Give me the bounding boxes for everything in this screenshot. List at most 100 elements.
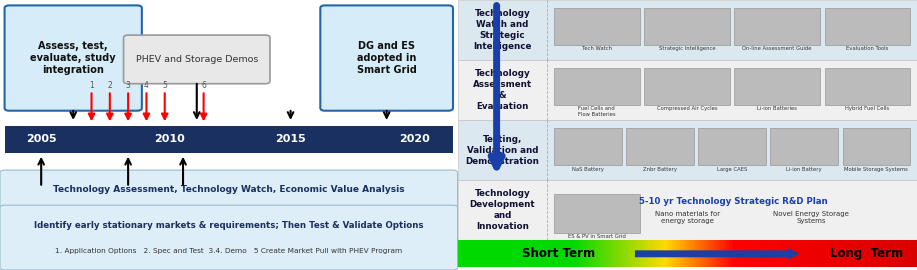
Bar <box>592 240 594 267</box>
Bar <box>748 240 750 267</box>
Bar <box>537 240 539 267</box>
Bar <box>503 240 505 267</box>
Bar <box>775 240 777 267</box>
Bar <box>698 240 700 267</box>
Bar <box>572 240 574 267</box>
Bar <box>799 240 801 267</box>
Bar <box>768 240 770 267</box>
Bar <box>599 240 601 267</box>
Bar <box>544 240 546 267</box>
Bar <box>479 240 481 267</box>
Bar <box>505 240 507 267</box>
Bar <box>741 240 743 267</box>
FancyBboxPatch shape <box>124 35 270 84</box>
Bar <box>855 240 856 267</box>
Bar <box>736 240 738 267</box>
Text: Technology Assessment, Technology Watch, Economic Value Analysis: Technology Assessment, Technology Watch,… <box>53 184 404 194</box>
Bar <box>467 240 469 267</box>
Bar <box>563 240 565 267</box>
Text: Technology
Watch and
Strategic
Intelligence: Technology Watch and Strategic Intellige… <box>473 9 532 51</box>
Bar <box>856 240 857 267</box>
Bar <box>729 240 731 267</box>
Bar <box>910 240 911 267</box>
Bar <box>647 240 649 267</box>
Bar <box>553 240 555 267</box>
Bar <box>474 240 477 267</box>
Bar <box>753 240 755 267</box>
Bar <box>574 240 576 267</box>
Bar <box>497 240 500 267</box>
Bar <box>787 240 789 267</box>
Text: On-line Assessment Guide: On-line Assessment Guide <box>743 46 812 51</box>
Bar <box>583 240 585 267</box>
Bar <box>766 240 768 267</box>
Text: DG and ES
adopted in
Smart Grid: DG and ES adopted in Smart Grid <box>357 42 416 75</box>
Bar <box>603 240 605 267</box>
Bar <box>908 240 910 267</box>
Bar <box>548 240 550 267</box>
Bar <box>865 240 867 267</box>
Text: 5-10 yr Technology Strategic R&D Plan: 5-10 yr Technology Strategic R&D Plan <box>639 197 827 206</box>
Bar <box>905 240 907 267</box>
Bar <box>891 240 893 267</box>
Bar <box>830 240 832 267</box>
FancyBboxPatch shape <box>0 205 458 270</box>
Bar <box>739 240 741 267</box>
Bar <box>743 240 745 267</box>
Text: Testing,
Validation and
Demonstration: Testing, Validation and Demonstration <box>466 134 539 166</box>
Bar <box>515 240 518 267</box>
Bar <box>868 240 870 267</box>
Bar <box>524 240 525 267</box>
Bar <box>878 240 880 267</box>
Bar <box>558 240 559 267</box>
Bar <box>848 240 850 267</box>
Bar <box>843 128 910 165</box>
Bar <box>896 240 898 267</box>
Bar <box>576 240 578 267</box>
Text: 1. Application Options   2. Spec and Test  3.4. Demo   5 Create Market Pull with: 1. Application Options 2. Spec and Test … <box>55 248 403 254</box>
Bar <box>693 240 695 267</box>
Bar <box>675 240 677 267</box>
Bar <box>585 240 587 267</box>
Bar <box>823 240 825 267</box>
Bar <box>549 240 551 267</box>
Bar <box>560 240 562 267</box>
Bar <box>556 240 558 267</box>
Bar <box>706 240 708 267</box>
Bar <box>679 240 681 267</box>
Bar <box>738 240 740 267</box>
Bar <box>595 240 597 267</box>
Bar <box>473 240 475 267</box>
Bar <box>611 240 613 267</box>
Bar <box>520 240 523 267</box>
Bar <box>702 240 703 267</box>
Bar <box>5 126 453 153</box>
Bar <box>650 240 653 267</box>
Bar <box>482 240 484 267</box>
Text: Nano materials for
energy storage: Nano materials for energy storage <box>655 211 720 224</box>
Bar <box>519 240 521 267</box>
Text: 1: 1 <box>89 82 94 90</box>
Bar <box>567 240 569 267</box>
Bar <box>712 240 713 267</box>
Bar <box>692 240 694 267</box>
Bar <box>568 240 569 267</box>
Bar <box>668 240 669 267</box>
Bar <box>691 240 692 267</box>
Text: Evaluation Tools: Evaluation Tools <box>846 46 889 51</box>
Bar <box>735 8 820 45</box>
Bar <box>562 240 564 267</box>
Bar <box>735 240 736 267</box>
Text: Compressed Air Cycles: Compressed Air Cycles <box>657 106 717 112</box>
Bar <box>688 240 690 267</box>
Bar <box>780 240 783 267</box>
Bar <box>494 240 496 267</box>
Bar <box>581 240 583 267</box>
Bar <box>900 240 902 267</box>
Bar <box>558 240 560 267</box>
Bar <box>810 240 812 267</box>
Bar <box>862 240 864 267</box>
Bar <box>554 68 640 105</box>
Bar <box>844 240 845 267</box>
Bar <box>805 240 807 267</box>
